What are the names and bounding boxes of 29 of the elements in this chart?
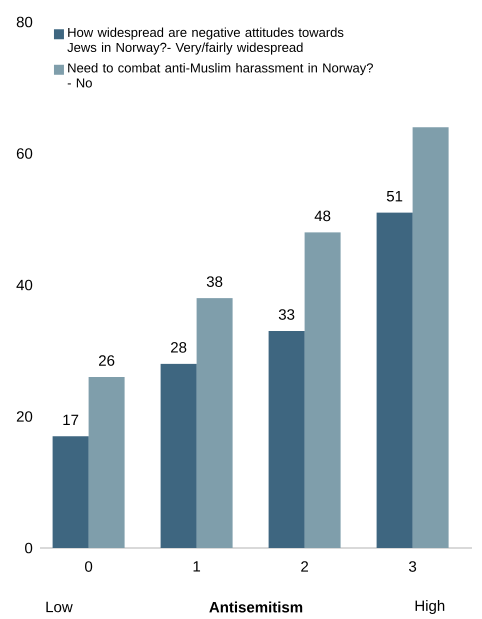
bar: [376, 212, 413, 548]
bar: [304, 232, 341, 548]
x-tick-label: 0: [85, 561, 92, 572]
bar: [88, 377, 125, 548]
y-tick-label: 20: [16, 411, 32, 422]
x-tick-label: 2: [301, 561, 308, 572]
bar: [268, 331, 305, 548]
data-label: 51: [386, 191, 402, 202]
y-tick-label: 80: [16, 16, 32, 28]
data-label: 26: [99, 355, 114, 366]
legend-label: Need to combat anti-Muslim harassment in Norway? - No: [68, 62, 373, 88]
x-tick-label: 1: [194, 561, 200, 572]
data-label: 48: [314, 210, 330, 222]
bar: [196, 298, 233, 548]
bar: [52, 436, 89, 548]
x-tick-label: 3: [409, 561, 416, 572]
bar: [160, 364, 197, 548]
data-label: 33: [278, 309, 294, 320]
data-label: 17: [63, 414, 78, 426]
legend-label: How widespread are negative attitudes towards Jews in Norway?- Very/fairly widespread: [67, 27, 344, 55]
x-axis-title: Antisemitism: [209, 601, 302, 613]
bar: [412, 127, 449, 548]
text: High: [416, 600, 444, 614]
y-tick-label: 40: [16, 280, 32, 290]
y-tick-label: 0: [25, 542, 32, 554]
text: Low: [46, 602, 73, 612]
data-label: 38: [206, 276, 222, 287]
data-label: 28: [171, 342, 186, 353]
y-tick-label: 60: [16, 148, 32, 159]
